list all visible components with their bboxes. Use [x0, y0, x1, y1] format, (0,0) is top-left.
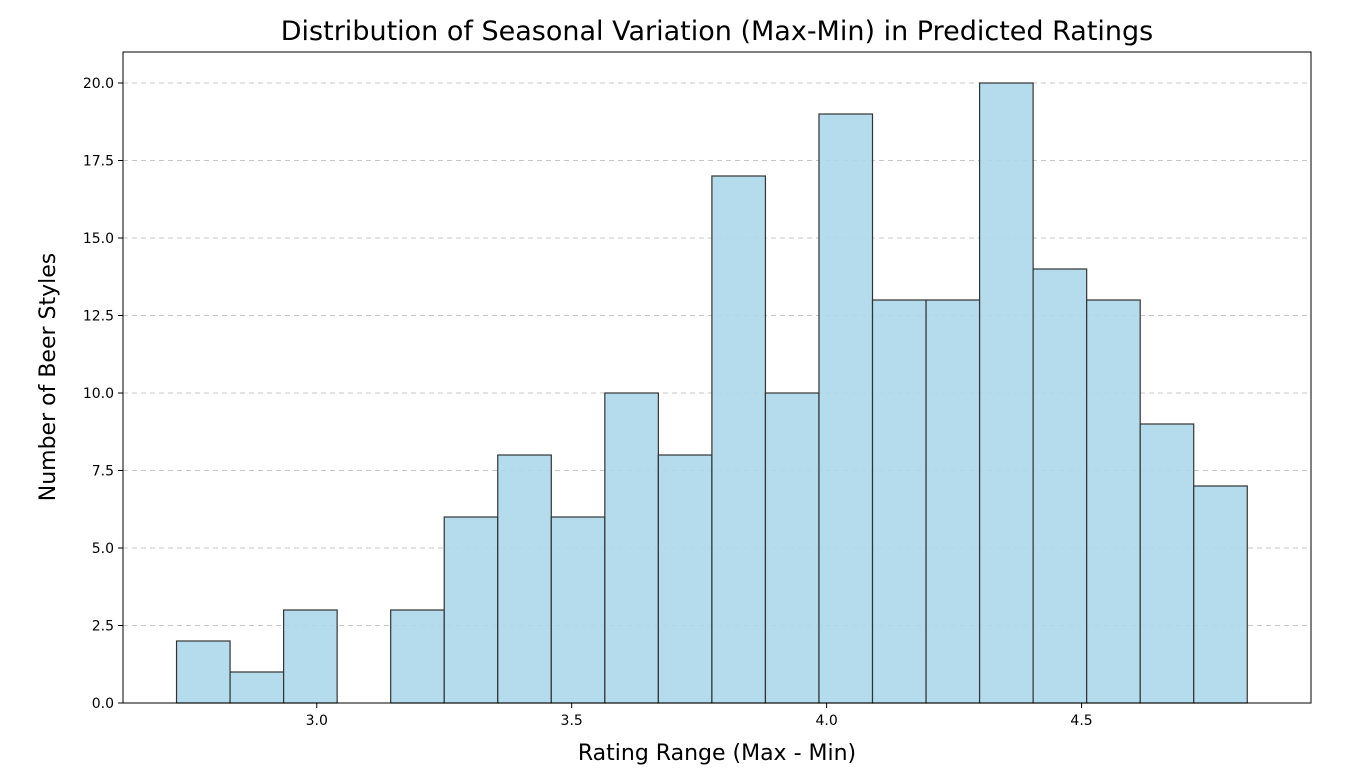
y-tick-label: 20.0	[83, 76, 114, 92]
histogram-bar	[443, 516, 499, 704]
plot-frame	[122, 51, 1312, 704]
chart-title: Distribution of Seasonal Variation (Max-…	[281, 16, 1153, 47]
y-tick-label: 17.5	[83, 154, 114, 170]
x-tick-label: 3.0	[306, 713, 328, 729]
histogram-bar	[1139, 423, 1195, 704]
histogram-bar	[818, 113, 874, 704]
histogram-bar	[390, 609, 445, 704]
histogram-bar	[1086, 299, 1141, 704]
histogram-bar	[925, 299, 981, 704]
histogram-bar	[550, 516, 606, 704]
histogram-bar	[283, 609, 338, 704]
x-tick-label: 3.5	[561, 713, 583, 729]
histogram-bar	[229, 671, 285, 704]
bars	[175, 82, 1248, 704]
histogram-bar	[657, 454, 713, 704]
histogram-bar	[871, 299, 927, 704]
x-axis-ticks: 3.0 3.5 4.0 4.5	[306, 703, 1093, 729]
y-tick-label: 7.5	[92, 464, 114, 480]
histogram-bar	[764, 392, 820, 704]
histogram-bar	[711, 175, 767, 704]
y-tick-label: 0.0	[92, 696, 114, 712]
histogram-bar	[497, 454, 552, 704]
y-tick-label: 10.0	[83, 386, 114, 402]
histogram-bar	[1193, 485, 1248, 704]
y-tick-label: 2.5	[92, 619, 114, 635]
histogram-bar	[175, 640, 231, 704]
x-tick-label: 4.0	[815, 713, 837, 729]
histogram-bar	[604, 392, 659, 704]
x-tick-label: 4.5	[1070, 713, 1092, 729]
y-tick-label: 5.0	[92, 541, 114, 557]
y-tick-label: 15.0	[83, 231, 114, 247]
y-axis-ticks: 0.0 2.5 5.0 7.5 10.0 12.5 15.0 17.5 20.0	[83, 76, 123, 712]
y-axis-label: Number of Beer Styles	[36, 253, 61, 502]
x-axis-label: Rating Range (Max - Min)	[578, 741, 856, 766]
histogram-bar	[1032, 268, 1088, 704]
y-tick-label: 12.5	[83, 309, 114, 325]
histogram-bar	[978, 82, 1034, 704]
